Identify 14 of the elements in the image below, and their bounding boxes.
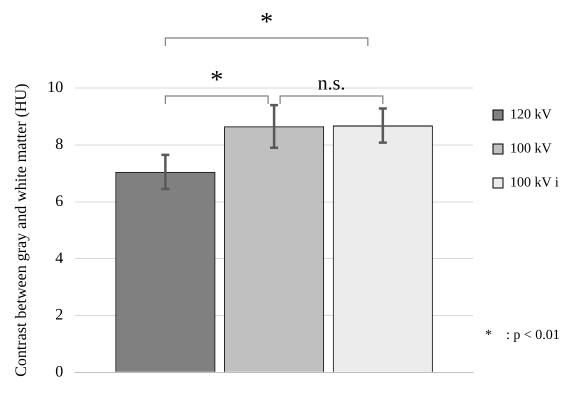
annotation: n.s. [318, 72, 346, 94]
legend-label: 120 kV [510, 108, 552, 123]
text: * : p < 0.01 [485, 328, 560, 344]
y-tick-label: 0 [55, 364, 64, 381]
y-tick-label: 4 [55, 250, 64, 267]
legend-label: 100 kV [510, 142, 552, 157]
y-tick-label: 6 [55, 192, 64, 210]
annotation: * [210, 64, 224, 94]
legend-label: 100 kV i [510, 176, 559, 191]
y-tick-label: 2 [55, 306, 64, 324]
y-tick-label: 8 [55, 136, 64, 154]
y-axis-title: Contrast between gray and white matter (HU) [12, 84, 30, 377]
text: * [260, 6, 274, 36]
y-tick-label: 10 [47, 79, 64, 96]
